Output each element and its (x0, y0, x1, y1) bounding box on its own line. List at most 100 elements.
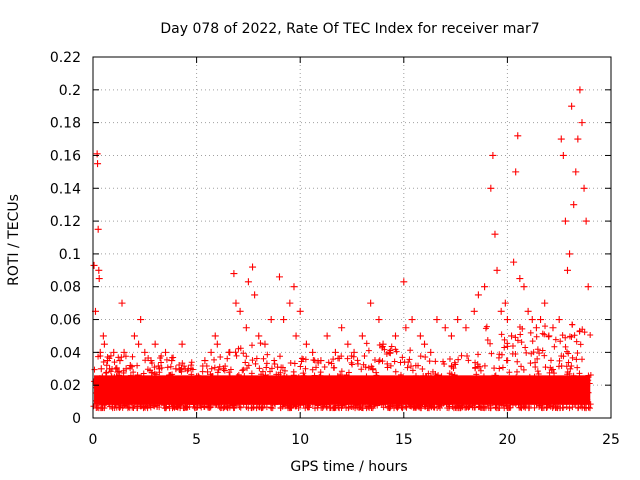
band-marker (394, 376, 401, 383)
band-marker (252, 360, 259, 367)
data-point (580, 184, 588, 192)
data-point (367, 299, 375, 307)
data-point (207, 348, 215, 356)
band-marker (472, 386, 479, 393)
data-point (184, 365, 192, 373)
band-marker (450, 365, 457, 372)
data-point (95, 275, 103, 283)
data-point (561, 217, 569, 225)
x-tick-label: 25 (602, 432, 620, 448)
x-tick-label: 15 (395, 432, 413, 448)
data-point (130, 332, 138, 340)
band-marker (475, 385, 482, 392)
band-marker (240, 350, 247, 357)
data-point (178, 340, 186, 348)
data-point (309, 348, 317, 356)
data-point (94, 225, 102, 233)
band-marker (454, 390, 461, 397)
band-marker (215, 366, 222, 373)
band-marker (349, 361, 356, 368)
band-marker (285, 387, 292, 394)
band-marker (149, 386, 156, 393)
data-point (454, 316, 462, 324)
band-marker (401, 385, 408, 392)
band-marker (127, 372, 134, 379)
band-marker (363, 340, 370, 347)
band-marker (329, 396, 336, 403)
band-marker (96, 386, 103, 393)
band-marker (354, 388, 361, 395)
band-marker (243, 353, 250, 360)
band-marker (101, 402, 108, 409)
band-marker (569, 396, 576, 403)
band-marker (141, 393, 148, 400)
band-marker (382, 387, 389, 394)
band-marker (284, 386, 291, 393)
band-marker (270, 391, 277, 398)
data-point (549, 324, 557, 332)
band-marker (425, 370, 432, 377)
band-marker (277, 353, 284, 360)
band-marker (446, 355, 453, 362)
data-point (568, 102, 576, 110)
band-marker (337, 371, 344, 378)
band-marker (560, 399, 567, 406)
band-marker (203, 394, 210, 401)
band-marker (332, 387, 339, 394)
band-marker (307, 384, 314, 391)
band-marker (326, 373, 333, 380)
band-marker (257, 340, 264, 347)
band-marker (331, 364, 338, 371)
band-marker (496, 365, 503, 372)
band-marker (584, 396, 591, 403)
data-point (211, 332, 219, 340)
band-marker (290, 372, 297, 379)
band-marker (271, 400, 278, 407)
y-tick-label: 0.02 (50, 378, 81, 394)
band-marker (537, 387, 544, 394)
band-marker (434, 391, 441, 398)
band-marker (297, 381, 304, 388)
band-marker (156, 394, 163, 401)
band-marker (345, 398, 352, 405)
band-marker (208, 365, 215, 372)
band-marker (407, 347, 414, 354)
band-marker (404, 389, 411, 396)
band-marker (455, 356, 462, 363)
band-marker (269, 405, 276, 412)
band-marker (305, 402, 312, 409)
band-marker (254, 375, 261, 382)
band-marker (557, 338, 564, 345)
band-marker (277, 394, 284, 401)
data-point (244, 278, 252, 286)
band-marker (134, 371, 141, 378)
band-marker (107, 352, 114, 359)
band-marker (461, 381, 468, 388)
x-tick-labels: 0 5 10 15 20 25 (89, 432, 620, 448)
band-marker (533, 391, 540, 398)
data-point (532, 324, 540, 332)
band-marker (169, 371, 176, 378)
band-marker (567, 365, 574, 372)
band-marker (170, 378, 177, 385)
band-marker (529, 386, 536, 393)
band-marker (375, 394, 382, 401)
data-point (574, 135, 582, 143)
band-marker (118, 354, 125, 361)
data-point (116, 357, 124, 365)
band-marker (297, 363, 304, 370)
band-marker (309, 366, 316, 373)
band-marker (497, 381, 504, 388)
band-marker (542, 364, 549, 371)
band-marker (271, 361, 278, 368)
band-marker (155, 363, 162, 370)
band-marker (99, 398, 106, 405)
band-marker (417, 380, 424, 387)
band-marker (572, 375, 579, 382)
band-marker (551, 343, 558, 350)
data-point (572, 168, 580, 176)
band-marker (287, 385, 294, 392)
data-point (101, 381, 109, 389)
band-marker (330, 356, 337, 363)
band-marker (360, 395, 367, 402)
